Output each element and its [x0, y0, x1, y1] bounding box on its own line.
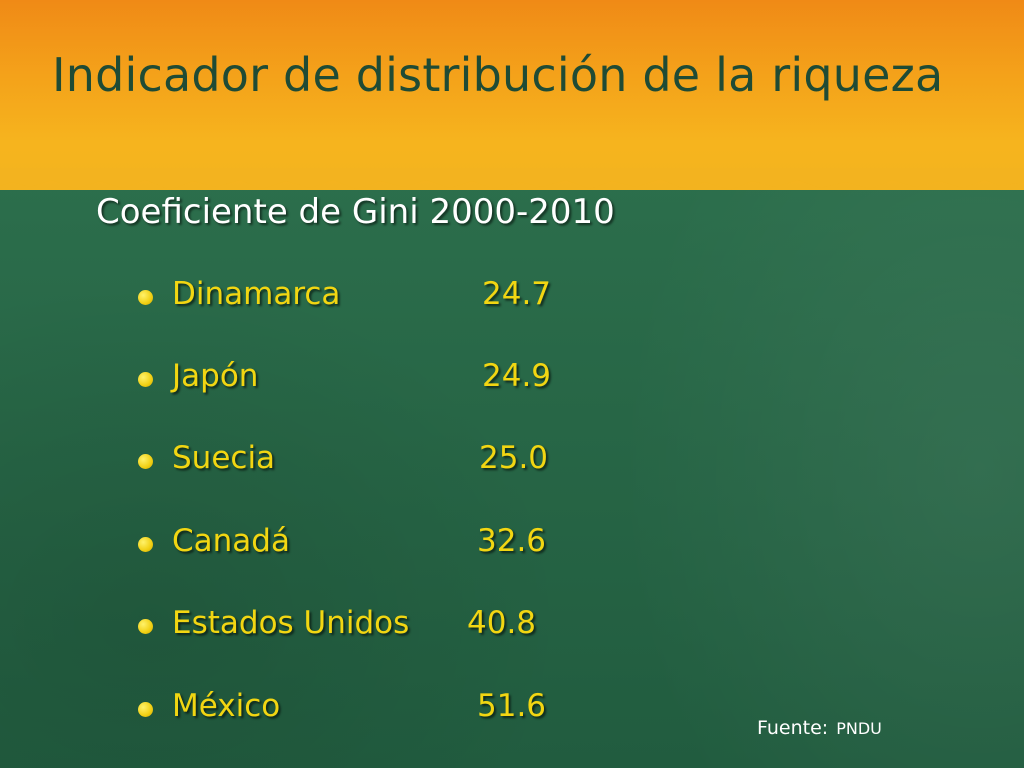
source-note: Fuente: PNDU — [757, 717, 882, 739]
bullet-icon — [138, 372, 153, 387]
country-name: Dinamarca — [172, 276, 341, 312]
list-item: Dinamarca 24.7 — [0, 276, 600, 316]
country-name: Canadá — [172, 523, 290, 559]
header-band — [0, 0, 1024, 190]
bullet-icon — [138, 702, 153, 717]
list-item: México 51.6 — [0, 688, 600, 728]
country-name: México — [172, 688, 281, 724]
source-org: PNDU — [836, 719, 882, 738]
gini-value: 25.0 — [479, 440, 549, 476]
list-item: Estados Unidos 40.8 — [0, 605, 600, 645]
list-item: Japón 24.9 — [0, 358, 600, 398]
bullet-icon — [138, 290, 153, 305]
gini-value: 24.7 — [482, 276, 552, 312]
slide-subtitle: Coeficiente de Gini 2000-2010 — [96, 192, 615, 232]
country-name: Estados Unidos — [172, 605, 410, 641]
slide-title: Indicador de distribución de la riqueza — [52, 48, 944, 102]
gini-value: 40.8 — [467, 605, 537, 641]
bullet-icon — [138, 537, 153, 552]
gini-value: 24.9 — [482, 358, 552, 394]
gini-value: 51.6 — [477, 688, 547, 724]
gini-value: 32.6 — [477, 523, 547, 559]
bullet-icon — [138, 454, 153, 469]
band-torn-edge — [0, 168, 1024, 190]
list-item: Suecia 25.0 — [0, 440, 600, 480]
country-name: Suecia — [172, 440, 276, 476]
source-label: Fuente: — [757, 717, 829, 739]
country-name: Japón — [172, 358, 259, 394]
bullet-icon — [138, 619, 153, 634]
list-item: Canadá 32.6 — [0, 523, 600, 563]
